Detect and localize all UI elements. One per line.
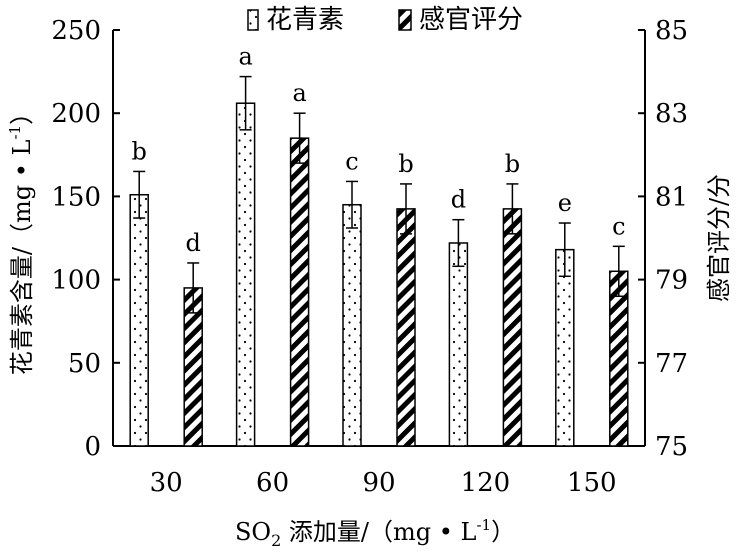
right-axis-ticks: 75 77 79 81 83 85 [638,16,688,462]
x-tick-label: 150 [567,468,617,498]
bar-anthocyanin [129,193,149,447]
significance-label: a [292,79,306,107]
y-axis-label: 花青素含量/（mg • L-1） [6,101,36,375]
bar-sensory [396,208,416,447]
significance-label: d [186,229,201,257]
legend: 花青素 感官评分 [247,5,523,35]
significance-label: a [238,43,252,71]
bar-anthocyanin [235,102,256,447]
right-tick-label: 75 [655,432,688,462]
left-tick-label: 200 [51,99,101,129]
left-axis-ticks: 0 50 100 150 200 250 [51,16,120,462]
right-tick-label: 81 [655,182,688,212]
x-axis-ticks: 30 60 90 120 150 [150,468,617,498]
left-tick-label: 50 [68,349,101,379]
x-tick-label: 120 [461,468,511,498]
x-tick-label: 60 [256,468,289,498]
significance-label: b [398,150,413,178]
significance-label: d [451,186,466,214]
left-tick-label: 150 [51,182,101,212]
legend-label-anthocyanin: 花青素 [266,5,344,35]
significance-label: b [132,137,147,165]
legend-swatch-anthocyanin [247,9,259,31]
bar-sensory [609,270,629,447]
bar-sensory [502,208,523,447]
significance-label: e [558,189,572,217]
significance-label: b [505,150,520,178]
left-tick-label: 0 [84,432,101,462]
x-tick-label: 30 [150,468,183,498]
right-tick-label: 77 [655,349,688,379]
significance-label: c [612,212,625,240]
bars: b a c d e d a b b c [129,43,629,447]
x-axis-label: SO2 添加量/（mg • L-1） [235,516,515,550]
right-tick-label: 85 [655,16,688,46]
legend-swatch-sensory [398,9,412,31]
bar-sensory [289,137,310,447]
left-tick-label: 100 [51,266,101,296]
right-tick-label: 83 [655,99,688,129]
x-tick-label: 90 [362,468,395,498]
significance-label: c [345,147,358,175]
bar-anthocyanin [448,242,469,447]
legend-label-sensory: 感官评分 [419,5,523,35]
bar-anthocyanin [342,203,362,447]
y2-axis-label: 感官评分/分 [705,174,733,302]
bar-anthocyanin [555,248,575,447]
left-tick-label: 250 [51,16,101,46]
right-tick-label: 79 [655,266,688,296]
